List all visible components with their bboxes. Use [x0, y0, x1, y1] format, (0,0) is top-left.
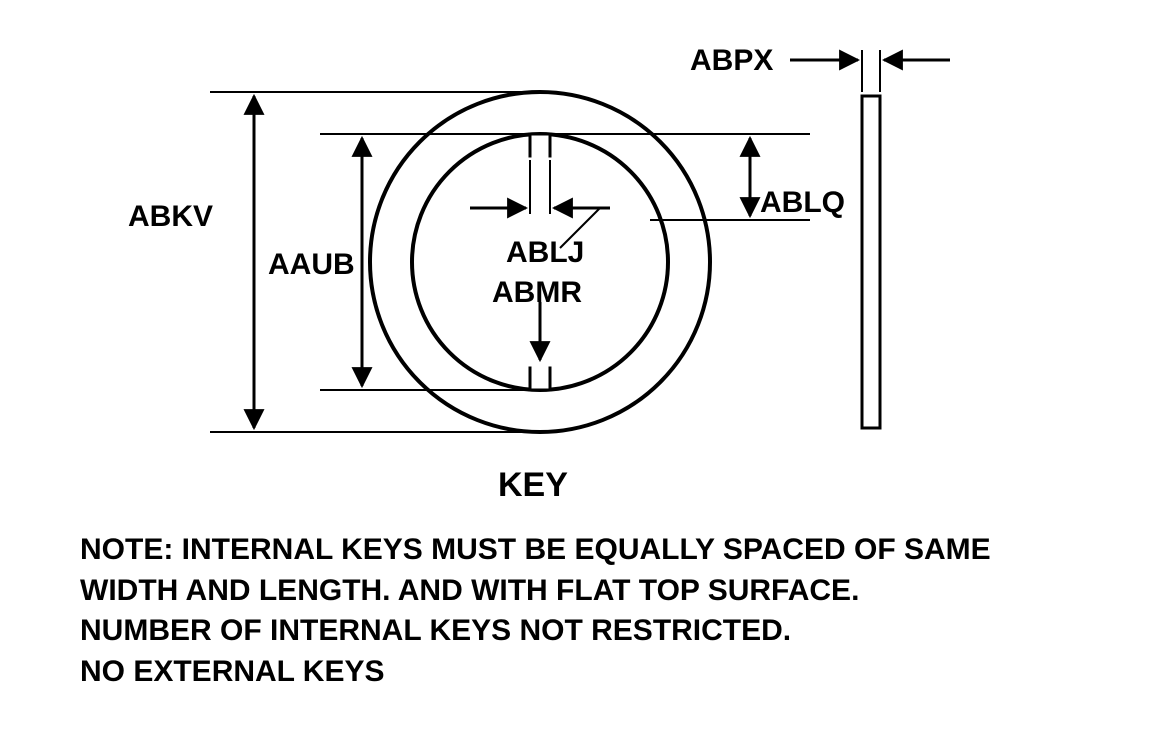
diagram-container: { "labels": { "abpx": "ABPX", "abkv": "A… — [0, 0, 1157, 738]
key-bottom — [530, 364, 550, 390]
note-line-3: NUMBER OF INTERNAL KEYS NOT RESTRICTED. — [80, 611, 991, 652]
label-aaub: AAUB — [268, 248, 355, 282]
note-line-4: NO EXTERNAL KEYS — [80, 652, 991, 693]
diagram-title: KEY — [498, 466, 568, 505]
label-abpx: ABPX — [690, 44, 773, 78]
label-ablj: ABLJ — [506, 236, 584, 270]
key-top — [530, 134, 550, 160]
label-abmr: ABMR — [492, 276, 582, 310]
label-ablq: ABLQ — [760, 186, 845, 220]
side-profile — [862, 96, 880, 428]
label-abkv: ABKV — [128, 200, 213, 234]
note-block: NOTE: INTERNAL KEYS MUST BE EQUALLY SPAC… — [80, 530, 991, 692]
note-line-1: NOTE: INTERNAL KEYS MUST BE EQUALLY SPAC… — [80, 530, 991, 571]
note-line-2: WIDTH AND LENGTH. AND WITH FLAT TOP SURF… — [80, 571, 991, 612]
